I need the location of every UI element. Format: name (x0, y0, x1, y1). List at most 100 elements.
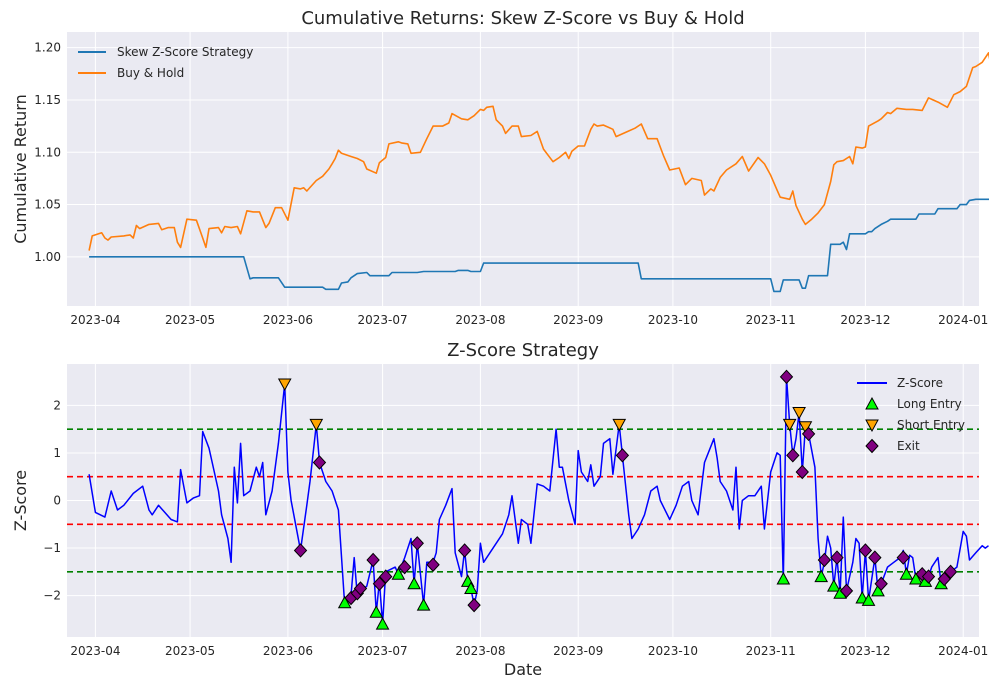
x-tick-label: 2023-10 (648, 644, 698, 658)
long-entry-marker (391, 567, 406, 580)
y-tick-label: 1.05 (34, 198, 61, 212)
x-tick-label: 2023-12 (840, 313, 890, 327)
x-tick-label: 2023-07 (358, 313, 408, 327)
exit-marker (795, 464, 809, 480)
exit-marker (858, 543, 873, 558)
exit-marker (615, 448, 630, 463)
y-tick-labels: −2 −1 0 1 2 (43, 398, 61, 602)
y-tick-label: 2 (53, 398, 61, 412)
plot-area-background (67, 32, 979, 306)
x-tick-label: 2023-04 (70, 644, 120, 658)
exit-marker (457, 543, 472, 558)
y-tick-label: 1.20 (34, 41, 61, 55)
long-entry-marker (416, 598, 431, 611)
y-tick-label: 1 (53, 446, 61, 460)
legend-swatch (865, 419, 879, 433)
y-tick-label: 1.00 (34, 250, 61, 264)
chart-title: Cumulative Returns: Skew Z-Score vs Buy … (301, 8, 744, 29)
y-axis-label: Cumulative Return (11, 94, 30, 244)
long-entry-marker (861, 593, 876, 606)
long-entry-marker (899, 567, 914, 580)
x-tick-labels: 2023-04 2023-05 2023-06 2023-07 2023-08 2023-… (70, 644, 988, 658)
exit-marker (896, 550, 910, 565)
threshold-lines (67, 428, 979, 573)
x-tick-label: 2023-06 (263, 644, 313, 658)
long-entry-marker (909, 571, 923, 585)
legend: Skew Z-Score Strategy Buy & Hold (78, 45, 253, 80)
y-tick-label: 1.10 (34, 145, 61, 159)
long-entry-marker (337, 595, 352, 609)
x-tick-label: 2023-05 (165, 644, 215, 658)
x-tick-label: 2023-08 (455, 644, 505, 658)
legend-swatch (865, 396, 879, 410)
x-tick-label: 2023-09 (553, 313, 603, 327)
z-score-panel: 2023-04 2023-05 2023-06 2023-07 2023-08 2023-… (11, 340, 989, 679)
y-tick-label: 1.15 (34, 93, 61, 107)
long-entry-marker (375, 617, 390, 630)
long-entry-marker (369, 605, 384, 618)
exit-marker (868, 550, 882, 565)
x-axis-label: Date (504, 660, 542, 679)
x-tick-labels: 2023-04 2023-05 2023-06 2023-07 2023-08 2023-… (70, 313, 988, 327)
exit-marker (943, 564, 958, 580)
x-tick-label: 2023-11 (746, 313, 796, 327)
series-lines (88, 376, 989, 625)
signal-markers (277, 369, 958, 630)
exit-marker (379, 569, 393, 584)
legend-swatch (865, 438, 879, 454)
long-entry-marker (464, 581, 478, 594)
exit-marker (312, 455, 327, 470)
exit-marker (467, 597, 481, 613)
exit-marker (366, 552, 380, 568)
legend-label: Z-Score (897, 376, 943, 390)
exit-marker (397, 559, 412, 575)
legend-label: Long Entry (897, 397, 962, 411)
x-tick-label: 2023-07 (358, 644, 408, 658)
x-tick-label: 2023-08 (455, 313, 505, 327)
short-entry-marker (612, 418, 627, 432)
legend-label: Skew Z-Score Strategy (117, 45, 253, 59)
exit-marker (817, 552, 832, 568)
legend-label: Short Entry (897, 418, 965, 432)
y-tick-label: −1 (43, 541, 61, 555)
long-entry-marker (407, 576, 421, 590)
y-tick-label: −2 (43, 589, 61, 603)
exit-marker (839, 583, 854, 599)
exit-marker (426, 557, 440, 572)
exit-marker (372, 576, 387, 591)
y-axis-label: Z-Score (11, 470, 30, 531)
exit-marker (353, 581, 368, 596)
x-tick-label: 2023-11 (746, 644, 796, 658)
y-tick-label: 0 (53, 494, 61, 508)
short-entry-marker (277, 378, 292, 392)
exit-marker (937, 571, 951, 587)
x-tick-label: 2023-04 (70, 313, 120, 327)
x-tick-label: 2023-12 (840, 644, 890, 658)
chart-title: Z-Score Strategy (447, 340, 599, 361)
x-tick-label: 2023-10 (648, 313, 698, 327)
x-tick-label: 2023-06 (263, 313, 313, 327)
short-entry-marker (309, 418, 324, 432)
short-entry-marker (782, 418, 797, 432)
long-entry-marker (826, 579, 841, 592)
short-entry-marker (792, 407, 806, 420)
x-tick-label: 2023-09 (553, 644, 603, 658)
series-lines (88, 52, 989, 293)
legend-label: Buy & Hold (117, 66, 184, 80)
exit-marker (874, 576, 888, 591)
cumulative-returns-panel: 2023-04 2023-05 2023-06 2023-07 2023-08 2023-… (11, 8, 989, 327)
exit-marker (293, 543, 308, 558)
exit-marker (786, 448, 800, 463)
long-entry-marker (776, 571, 791, 585)
buy-hold-line (88, 52, 989, 251)
exit-marker (410, 536, 424, 551)
exit-marker (921, 569, 936, 584)
x-tick-label: 2023-05 (165, 313, 215, 327)
x-tick-label: 2024-01 (938, 644, 988, 658)
strategy-line (89, 198, 989, 293)
z-score-line (88, 376, 989, 625)
x-tick-label: 2024-01 (938, 313, 988, 327)
legend-label: Exit (897, 439, 920, 453)
long-entry-marker (814, 569, 829, 583)
